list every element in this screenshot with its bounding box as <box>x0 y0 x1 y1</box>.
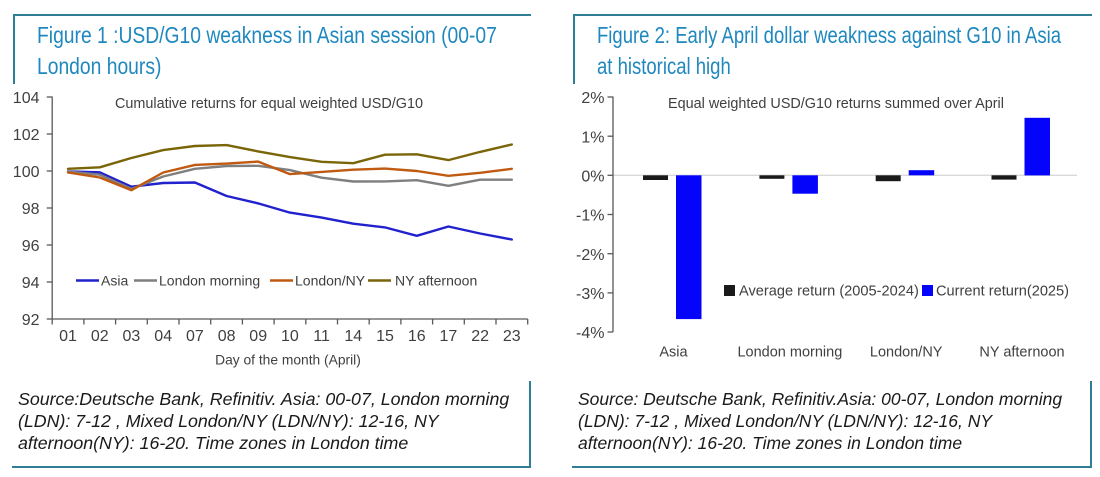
svg-text:1%: 1% <box>581 129 604 146</box>
svg-text:102: 102 <box>13 127 40 144</box>
svg-text:-4%: -4% <box>576 325 604 342</box>
svg-text:100: 100 <box>13 164 40 181</box>
svg-text:-1%: -1% <box>576 208 604 225</box>
svg-text:2%: 2% <box>581 90 604 107</box>
svg-text:08: 08 <box>218 328 236 345</box>
svg-text:03: 03 <box>123 328 141 345</box>
svg-text:Cumulative returns for equal w: Cumulative returns for equal weighted US… <box>115 96 423 112</box>
svg-text:0%: 0% <box>581 169 604 186</box>
svg-text:16: 16 <box>408 328 426 345</box>
svg-text:01: 01 <box>59 328 77 345</box>
svg-text:92: 92 <box>22 312 40 329</box>
svg-text:15: 15 <box>376 328 394 345</box>
svg-text:98: 98 <box>22 201 40 218</box>
svg-text:Asia: Asia <box>101 273 128 289</box>
svg-text:Equal weighted USD/G10 returns: Equal weighted USD/G10 returns summed ov… <box>668 96 1004 112</box>
svg-text:11: 11 <box>313 328 330 345</box>
svg-text:-3%: -3% <box>576 286 604 303</box>
svg-text:Average return (2005-2024): Average return (2005-2024) <box>739 284 919 300</box>
svg-text:96: 96 <box>22 238 40 255</box>
svg-text:London morning: London morning <box>159 273 260 289</box>
svg-text:04: 04 <box>154 328 172 345</box>
svg-text:07: 07 <box>186 328 204 345</box>
svg-text:10: 10 <box>281 328 299 345</box>
svg-text:NY afternoon: NY afternoon <box>395 273 477 289</box>
svg-text:London morning: London morning <box>737 345 842 361</box>
svg-text:14: 14 <box>344 328 362 345</box>
svg-text:London/NY: London/NY <box>870 345 943 361</box>
svg-text:Current return(2025): Current return(2025) <box>936 284 1069 300</box>
svg-text:NY afternoon: NY afternoon <box>979 345 1064 361</box>
svg-text:Asia: Asia <box>659 345 688 361</box>
svg-text:02: 02 <box>91 328 109 345</box>
svg-text:94: 94 <box>22 275 40 292</box>
svg-text:22: 22 <box>471 328 489 345</box>
svg-text:Day of the month (April): Day of the month (April) <box>215 353 361 368</box>
svg-text:17: 17 <box>440 328 458 345</box>
svg-text:23: 23 <box>503 328 521 345</box>
svg-text:-2%: -2% <box>576 247 604 264</box>
svg-text:09: 09 <box>249 328 267 345</box>
svg-text:London/NY: London/NY <box>295 273 366 289</box>
svg-text:104: 104 <box>13 90 40 107</box>
